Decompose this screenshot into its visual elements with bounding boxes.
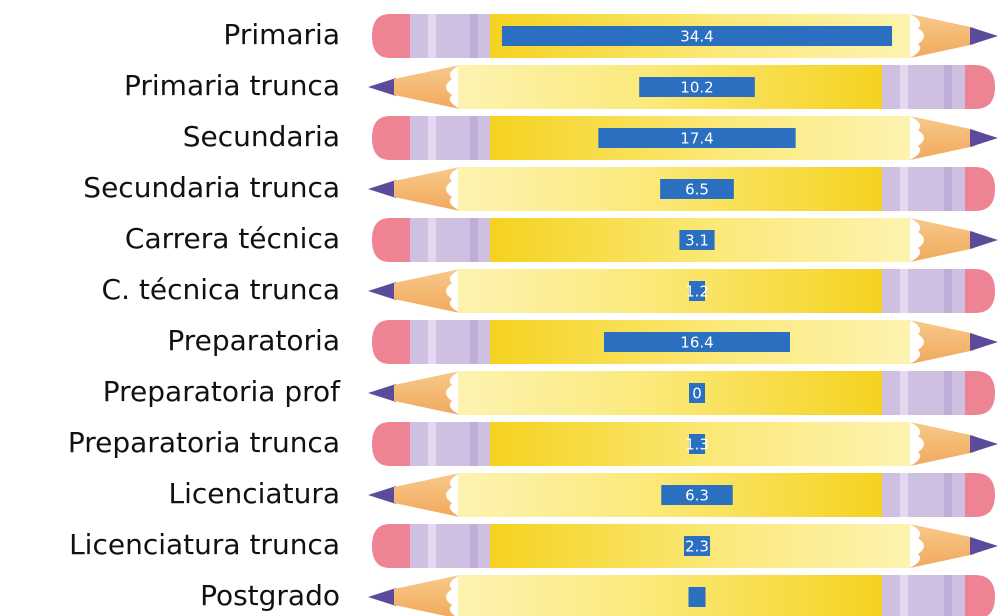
value-label: 10.2	[680, 79, 713, 97]
pencil-lead	[368, 78, 396, 96]
value-label: 0	[692, 385, 702, 403]
pencil-lead	[368, 486, 396, 504]
eraser	[965, 269, 995, 313]
ferrule-band	[428, 218, 436, 262]
pencil-wood	[394, 65, 460, 109]
ferrule-band	[900, 371, 908, 415]
chart: Primaria 34.4 Primaria trunca 10.2 Secundari…	[0, 0, 998, 616]
ferrule-band	[470, 116, 478, 160]
value-label: 6.3	[685, 487, 709, 505]
pencil-lead	[970, 435, 998, 453]
pencil-lead	[970, 333, 998, 351]
pencil-wood	[910, 218, 975, 262]
ferrule	[882, 371, 967, 415]
ferrule-band	[428, 422, 436, 466]
category-label: Primaria trunca	[124, 69, 340, 102]
bar	[688, 587, 705, 607]
category-label: Carrera técnica	[125, 222, 340, 255]
pencil-wood	[910, 116, 975, 160]
value-label: 1.3	[685, 436, 709, 454]
category-label: Preparatoria trunca	[68, 426, 340, 459]
ferrule-band	[944, 269, 952, 313]
ferrule-band	[470, 14, 478, 58]
pencil-wood	[910, 320, 975, 364]
pencil-wood	[910, 14, 975, 58]
eraser	[965, 167, 995, 211]
eraser	[372, 218, 410, 262]
pencil-lead	[368, 588, 396, 606]
value-label: 3.1	[685, 232, 709, 250]
eraser	[372, 116, 410, 160]
pencil-body	[458, 371, 883, 415]
ferrule-band	[428, 320, 436, 364]
value-label: 16.4	[680, 334, 713, 352]
ferrule-band	[900, 65, 908, 109]
pencil-wood	[394, 167, 460, 211]
pencil-body	[458, 575, 883, 616]
pencil-wood	[910, 524, 975, 568]
pencil-lead	[368, 384, 396, 402]
eraser	[965, 65, 995, 109]
pencil-wood	[910, 422, 975, 466]
pencil-lead	[970, 231, 998, 249]
value-label: 2.3	[685, 538, 709, 556]
ferrule-band	[470, 422, 478, 466]
eraser	[965, 473, 995, 517]
category-label: Preparatoria	[167, 324, 340, 357]
eraser	[372, 422, 410, 466]
ferrule	[882, 65, 967, 109]
value-label: 34.4	[680, 28, 713, 46]
value-label: 17.4	[680, 130, 713, 148]
ferrule	[882, 167, 967, 211]
ferrule-band	[900, 473, 908, 517]
eraser	[965, 371, 995, 415]
eraser	[965, 575, 995, 616]
pencil-lead	[970, 537, 998, 555]
category-label: Preparatoria prof	[103, 375, 341, 408]
pencil-lead	[970, 129, 998, 147]
category-label: C. técnica trunca	[102, 273, 340, 306]
ferrule-band	[470, 320, 478, 364]
category-label: Secundaria trunca	[83, 171, 340, 204]
pencil-body	[458, 269, 883, 313]
ferrule-band	[900, 167, 908, 211]
value-label: 6.5	[685, 181, 709, 199]
ferrule-band	[900, 575, 908, 616]
pencil-wood	[394, 575, 460, 616]
pencil-lead	[970, 27, 998, 45]
ferrule	[882, 473, 967, 517]
ferrule-band	[428, 116, 436, 160]
category-label: Licenciatura	[169, 477, 340, 510]
ferrule-band	[900, 269, 908, 313]
ferrule-band	[944, 65, 952, 109]
category-label: Licenciatura trunca	[69, 528, 340, 561]
ferrule-band	[428, 14, 436, 58]
category-label: Secundaria	[183, 120, 340, 153]
ferrule-band	[470, 524, 478, 568]
category-label: Postgrado	[200, 579, 340, 612]
pencil-wood	[394, 371, 460, 415]
eraser	[372, 320, 410, 364]
category-label: Primaria	[223, 18, 340, 51]
eraser	[372, 14, 410, 58]
ferrule	[882, 269, 967, 313]
ferrule	[882, 575, 967, 616]
value-label: 1.2	[685, 283, 709, 301]
ferrule-band	[944, 473, 952, 517]
ferrule-band	[944, 575, 952, 616]
ferrule-band	[470, 218, 478, 262]
rows: Primaria 34.4 Primaria trunca 10.2 Secundari…	[68, 14, 998, 616]
pencil-wood	[394, 269, 460, 313]
pencil-lead	[368, 180, 396, 198]
ferrule-band	[944, 371, 952, 415]
pencil-lead	[368, 282, 396, 300]
eraser	[372, 524, 410, 568]
pencil-wood	[394, 473, 460, 517]
ferrule-band	[428, 524, 436, 568]
ferrule-band	[944, 167, 952, 211]
